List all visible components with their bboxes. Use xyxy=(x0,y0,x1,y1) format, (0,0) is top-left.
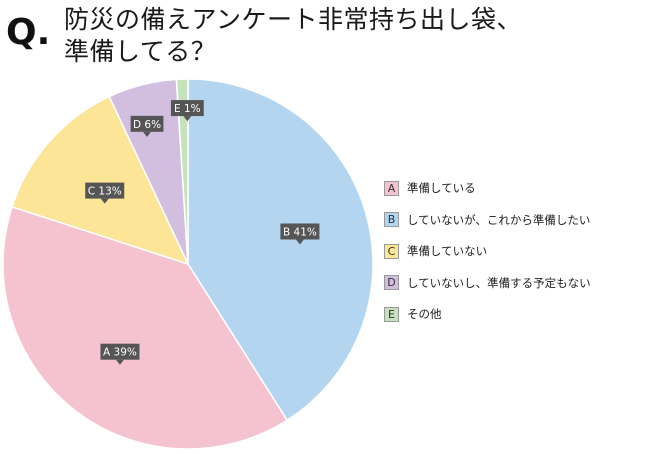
legend-swatch-c: C xyxy=(384,243,399,259)
title-line-2: 準備してる？ xyxy=(64,37,217,66)
data-label-a: A 39% xyxy=(100,343,140,365)
data-label-pointer-b xyxy=(295,239,304,245)
data-label-text-c: C 13% xyxy=(88,186,122,198)
pie-slice-c xyxy=(11,95,190,266)
data-label-pointer-c xyxy=(100,198,109,204)
q-mark-icon: Q. xyxy=(6,12,50,53)
data-label-b: B 41% xyxy=(280,223,320,245)
data-label-box-a xyxy=(100,343,140,360)
data-label-box-d xyxy=(130,115,164,132)
data-label-pointer-e xyxy=(183,116,192,122)
legend: A 準備している B していないが、これから準備したい C 準備していない D … xyxy=(384,180,646,338)
data-label-box-b xyxy=(280,223,320,240)
legend-label-a: 準備している xyxy=(407,181,476,195)
legend-label-d: していないし、準備する予定もない xyxy=(407,275,591,290)
data-label-c: C 13% xyxy=(85,182,125,204)
pie-slice-a xyxy=(2,205,289,450)
legend-swatch-b: B xyxy=(384,212,399,227)
data-label-pointer-d xyxy=(143,131,152,137)
legend-label-e: その他 xyxy=(407,307,442,321)
legend-item-e: E その他 xyxy=(384,306,646,322)
data-label-box-c xyxy=(85,182,125,199)
chart-title: 防災の備えアンケート非常持ち出し袋、 準備してる？ xyxy=(64,4,624,68)
legend-swatch-a: A xyxy=(384,180,399,196)
legend-item-d: D していないし、準備する予定もない xyxy=(384,275,646,291)
pie-slice-e xyxy=(175,78,189,265)
data-label-d: D 6% xyxy=(130,115,164,137)
pie-slice-b xyxy=(187,78,374,422)
q-mark-text: Q. xyxy=(6,12,50,53)
data-label-pointer-a xyxy=(115,359,124,365)
legend-swatch-d: D xyxy=(384,275,399,290)
legend-item-c: C 準備していない xyxy=(384,243,646,259)
data-label-box-e xyxy=(170,100,204,117)
data-label-text-d: D 6% xyxy=(133,119,161,131)
data-label-e: E 1% xyxy=(170,100,204,122)
legend-swatch-e: E xyxy=(384,306,399,322)
legend-item-b: B していないが、これから準備したい xyxy=(384,212,646,228)
data-label-text-b: B 41% xyxy=(283,226,317,238)
legend-label-b: していないが、これから準備したい xyxy=(407,212,591,227)
legend-label-c: 準備していない xyxy=(407,244,488,258)
title-line-1: 防災の備えアンケート非常持ち出し袋、 xyxy=(64,5,523,34)
data-label-text-e: E 1% xyxy=(174,103,201,115)
legend-item-a: A 準備している xyxy=(384,180,646,196)
data-label-text-a: A 39% xyxy=(103,347,137,359)
